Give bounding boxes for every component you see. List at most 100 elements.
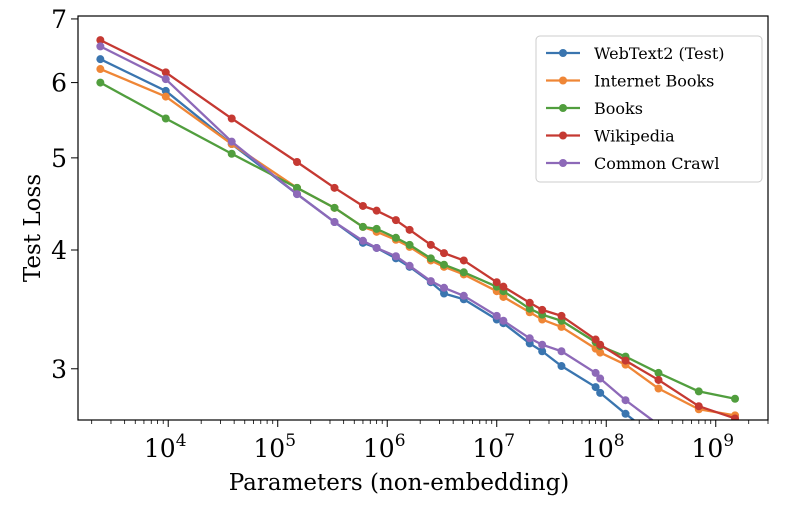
data-point [538, 340, 547, 349]
data-point [227, 114, 236, 123]
data-point [358, 201, 367, 210]
legend-swatch-marker [559, 49, 567, 57]
data-point [694, 402, 703, 411]
data-point [96, 65, 105, 74]
legend-swatch-marker [559, 159, 567, 167]
data-point [557, 347, 566, 356]
data-point [621, 396, 630, 405]
data-point [694, 387, 703, 396]
data-point [161, 114, 170, 123]
data-point [492, 278, 501, 287]
data-point [372, 224, 381, 233]
data-point [405, 240, 414, 249]
x-tick-label: 104 [144, 431, 187, 463]
data-point [621, 409, 630, 418]
data-point [426, 277, 435, 286]
data-point [358, 222, 367, 231]
x-tick-exponent: 8 [614, 431, 625, 451]
legend-label: Common Crawl [594, 154, 719, 173]
data-point [557, 322, 566, 331]
data-point [440, 260, 449, 269]
y-tick-label: 6 [51, 69, 67, 98]
data-point [459, 291, 468, 300]
series-group [96, 36, 740, 492]
data-point [459, 268, 468, 277]
data-point [525, 304, 534, 313]
legend-swatch-marker [559, 131, 567, 140]
data-point [591, 383, 600, 392]
data-point [96, 78, 105, 87]
x-tick-label: 105 [253, 431, 296, 463]
data-point [161, 86, 170, 95]
x-tick-exponent: 5 [285, 431, 296, 451]
y-axis-label: Test Loss [20, 174, 46, 282]
x-tick-exponent: 7 [504, 431, 515, 451]
data-point [293, 190, 302, 199]
data-point [654, 375, 663, 384]
y-tick-label: 5 [51, 144, 67, 173]
data-point [405, 225, 414, 234]
legend-label: Books [594, 99, 643, 118]
legend-swatch-marker [559, 104, 567, 112]
data-point [731, 414, 740, 420]
data-point [499, 316, 508, 325]
plot-area [96, 36, 740, 492]
x-tick-base: 10 [363, 434, 395, 463]
data-point [426, 254, 435, 263]
data-point [492, 311, 501, 320]
data-point [440, 283, 449, 292]
data-point [538, 347, 547, 356]
data-point [731, 394, 740, 403]
x-tick-exponent: 9 [723, 431, 734, 451]
data-point [654, 368, 663, 377]
data-point [499, 282, 508, 291]
data-point [440, 249, 449, 258]
legend: WebText2 (Test) Internet Books Books Wikipe… [535, 35, 763, 183]
x-tick-label: 107 [472, 431, 515, 463]
data-point [161, 75, 170, 84]
data-point [596, 340, 605, 349]
data-point [596, 374, 605, 383]
data-point [459, 256, 468, 265]
data-point [161, 68, 170, 77]
data-point [695, 466, 703, 474]
data-point [391, 216, 400, 225]
legend-label: Internet Books [594, 72, 714, 91]
data-point [293, 158, 302, 167]
x-tick-label: 108 [582, 431, 625, 463]
data-point [426, 240, 435, 249]
data-point [96, 36, 105, 45]
data-point [596, 348, 605, 357]
data-point [621, 356, 630, 365]
x-axis-label: Parameters (non-embedding) [229, 470, 570, 496]
data-point [591, 335, 600, 344]
data-point [596, 388, 605, 397]
data-point [654, 384, 663, 393]
data-point [372, 243, 381, 252]
data-point [330, 218, 339, 227]
x-tick-label: 106 [363, 431, 406, 463]
data-point [591, 368, 600, 377]
data-point [96, 42, 105, 51]
x-tick-base: 10 [144, 434, 176, 463]
y-tick-label: 7 [51, 5, 67, 34]
y-tick-label: 4 [51, 236, 67, 265]
x-tick-base: 10 [691, 434, 723, 463]
x-tick-exponent: 4 [176, 431, 187, 451]
data-point [440, 289, 449, 298]
data-point [391, 252, 400, 261]
data-point [557, 311, 566, 320]
data-point [731, 484, 739, 492]
data-point [525, 334, 534, 343]
legend-swatch-marker [559, 76, 567, 85]
data-point [227, 137, 236, 146]
data-point [161, 92, 170, 101]
y-tick-label: 3 [51, 355, 67, 384]
data-point [654, 435, 662, 443]
x-tick-label: 109 [691, 431, 734, 463]
data-point [293, 183, 302, 192]
legend-box [535, 35, 763, 183]
data-point [372, 206, 381, 215]
legend-label: WebText2 (Test) [594, 44, 725, 63]
